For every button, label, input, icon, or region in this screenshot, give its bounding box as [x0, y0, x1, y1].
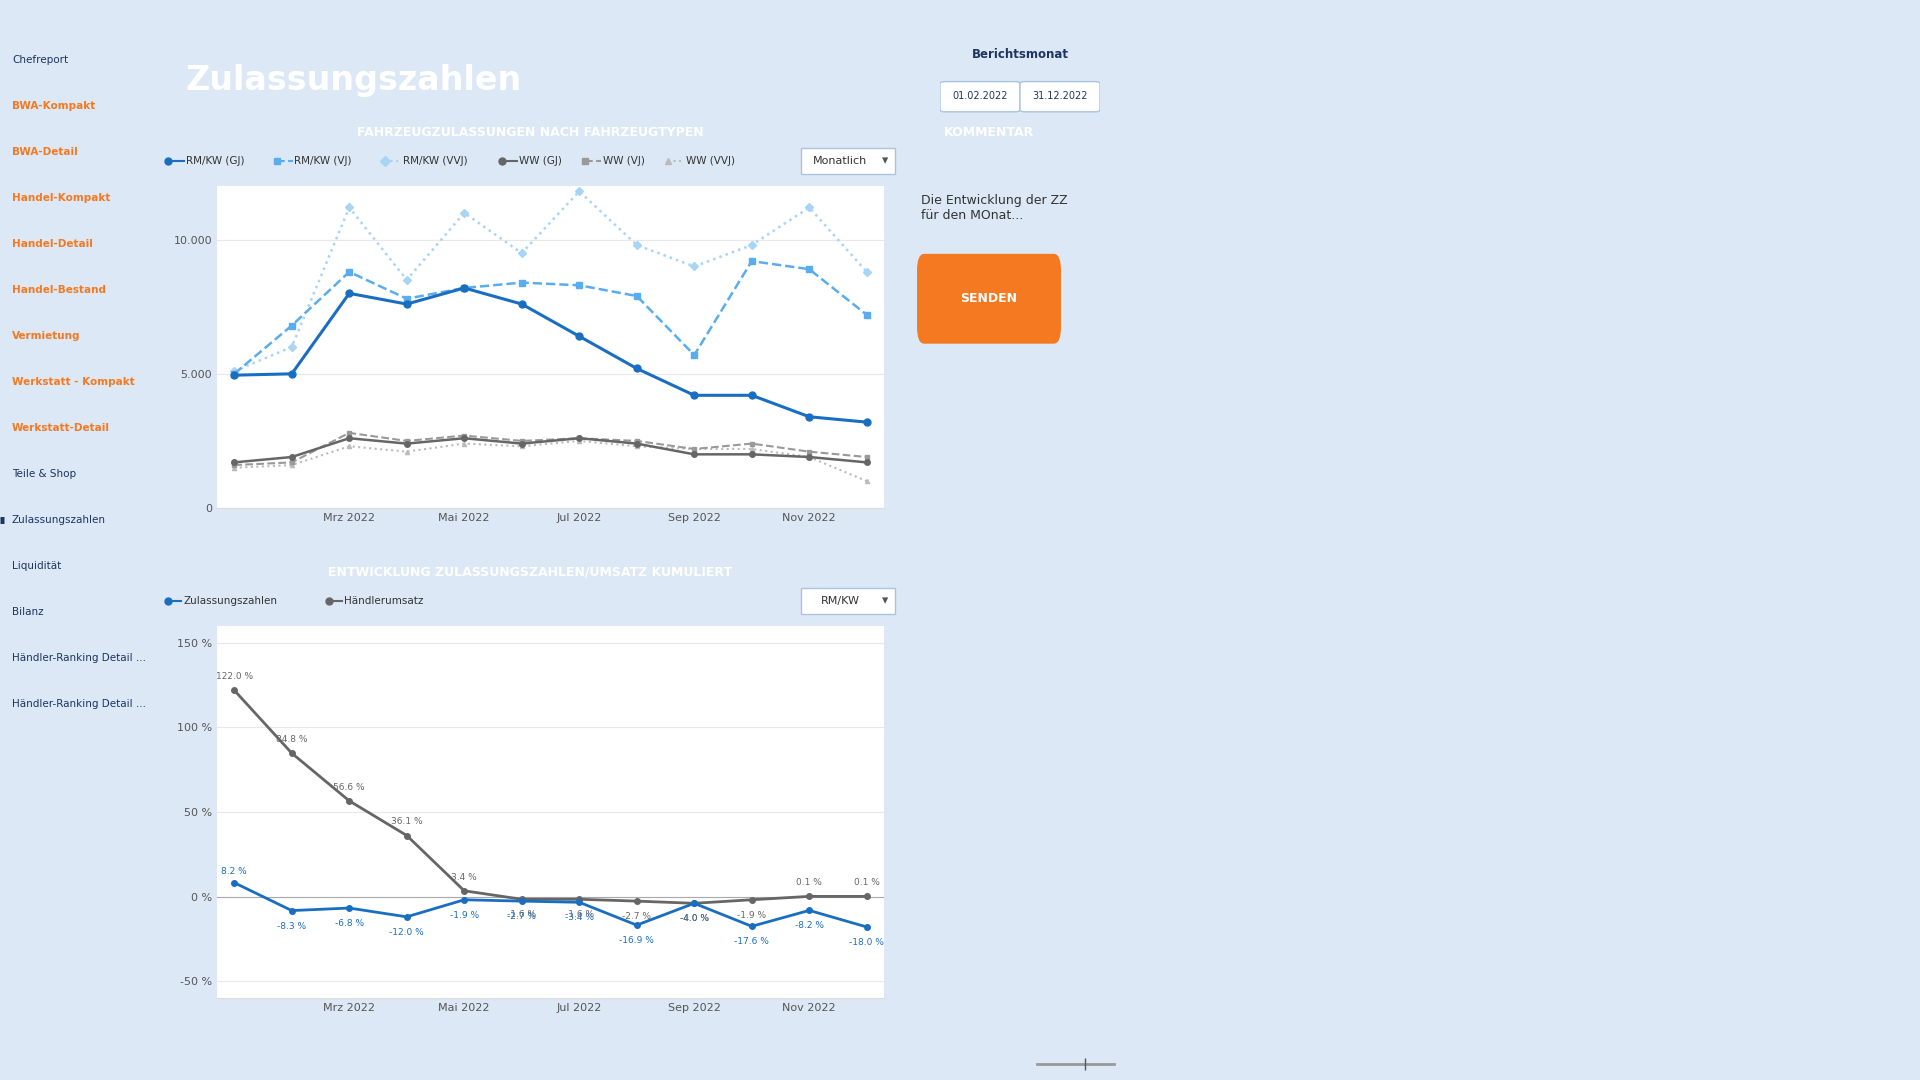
Text: -17.6 %: -17.6 %: [733, 937, 770, 946]
Text: RM/KW (VVJ): RM/KW (VVJ): [403, 156, 467, 166]
Text: 36.1 %: 36.1 %: [392, 818, 422, 826]
Text: WW (VJ): WW (VJ): [603, 156, 645, 166]
FancyBboxPatch shape: [801, 589, 895, 613]
Text: Handel-Bestand: Handel-Bestand: [12, 285, 106, 295]
Text: Monatlich: Monatlich: [812, 156, 868, 166]
Text: -8.3 %: -8.3 %: [276, 921, 307, 931]
Text: 84.8 %: 84.8 %: [276, 735, 307, 744]
Text: -4.0 %: -4.0 %: [680, 915, 708, 923]
Text: WW (GJ): WW (GJ): [518, 156, 563, 166]
Text: Zulassungszahlen: Zulassungszahlen: [12, 515, 106, 525]
Text: 56.6 %: 56.6 %: [334, 783, 365, 792]
Text: -8.2 %: -8.2 %: [795, 921, 824, 931]
Text: FAHRZEUGZULASSUNGEN NACH FAHRZEUGTYPEN: FAHRZEUGZULASSUNGEN NACH FAHRZEUGTYPEN: [357, 125, 705, 138]
Bar: [0, 507, 115, 534]
Text: -6.8 %: -6.8 %: [334, 919, 363, 928]
Text: Bilanz: Bilanz: [12, 607, 44, 617]
Text: -1.9 %: -1.9 %: [449, 910, 478, 920]
Text: RM/KW: RM/KW: [820, 596, 860, 606]
FancyBboxPatch shape: [1020, 82, 1100, 112]
Text: -2.7 %: -2.7 %: [507, 913, 536, 921]
Text: -16.9 %: -16.9 %: [620, 936, 655, 945]
Text: Liquidität: Liquidität: [12, 561, 61, 571]
Text: -1.9 %: -1.9 %: [737, 910, 766, 920]
FancyBboxPatch shape: [941, 82, 1020, 112]
Text: BWA-Detail: BWA-Detail: [12, 147, 77, 157]
Text: 122.0 %: 122.0 %: [215, 672, 253, 681]
Text: -18.0 %: -18.0 %: [849, 939, 885, 947]
Text: Zulassungszahlen: Zulassungszahlen: [186, 65, 522, 97]
Text: Werkstatt-Detail: Werkstatt-Detail: [12, 423, 109, 433]
Text: RM/KW (GJ): RM/KW (GJ): [186, 156, 244, 166]
FancyBboxPatch shape: [918, 255, 1060, 343]
Text: Zulassungszahlen: Zulassungszahlen: [184, 596, 278, 606]
Text: Handel-Detail: Handel-Detail: [12, 239, 92, 249]
Text: RM/KW (VJ): RM/KW (VJ): [294, 156, 351, 166]
Text: 01.02.2022: 01.02.2022: [952, 92, 1008, 102]
Text: ▾: ▾: [881, 154, 889, 167]
Text: -1.6 %: -1.6 %: [507, 910, 536, 919]
Text: Händler-Ranking Detail ...: Händler-Ranking Detail ...: [12, 699, 146, 708]
Text: WW (VVJ): WW (VVJ): [685, 156, 735, 166]
Text: -4.0 %: -4.0 %: [680, 915, 708, 923]
Text: Die Entwicklung der ZZ
für den MOnat...: Die Entwicklung der ZZ für den MOnat...: [922, 194, 1068, 222]
FancyBboxPatch shape: [935, 41, 1104, 117]
Text: -2.7 %: -2.7 %: [622, 913, 651, 921]
Text: Chefreport: Chefreport: [12, 55, 67, 65]
Text: 8.2 %: 8.2 %: [221, 867, 248, 876]
Text: ENTWICKLUNG ZULASSUNGSZAHLEN/UMSATZ KUMULIERT: ENTWICKLUNG ZULASSUNGSZAHLEN/UMSATZ KUMU…: [328, 566, 733, 579]
Text: -1.6 %: -1.6 %: [564, 910, 593, 919]
Text: 31.12.2022: 31.12.2022: [1033, 92, 1089, 102]
Text: 0.1 %: 0.1 %: [797, 878, 822, 888]
Text: Handel-Kompakt: Handel-Kompakt: [12, 193, 109, 203]
Text: -12.0 %: -12.0 %: [390, 928, 424, 936]
Text: Vermietung: Vermietung: [12, 330, 81, 341]
Text: Teile & Shop: Teile & Shop: [12, 469, 77, 480]
Text: KOMMENTAR: KOMMENTAR: [945, 125, 1035, 138]
FancyBboxPatch shape: [801, 148, 895, 174]
Text: Händlerumsatz: Händlerumsatz: [344, 596, 424, 606]
Text: BWA-Kompakt: BWA-Kompakt: [12, 102, 96, 111]
Text: Händler-Ranking Detail ...: Händler-Ranking Detail ...: [12, 653, 146, 663]
Text: SENDEN: SENDEN: [960, 293, 1018, 306]
Text: Werkstatt - Kompakt: Werkstatt - Kompakt: [12, 377, 134, 387]
Text: 3.4 %: 3.4 %: [451, 873, 478, 881]
Text: 0.1 %: 0.1 %: [854, 878, 879, 888]
Text: ▾: ▾: [881, 594, 889, 607]
Text: Berichtsmonat: Berichtsmonat: [972, 49, 1069, 62]
Text: -3.4 %: -3.4 %: [564, 914, 593, 922]
